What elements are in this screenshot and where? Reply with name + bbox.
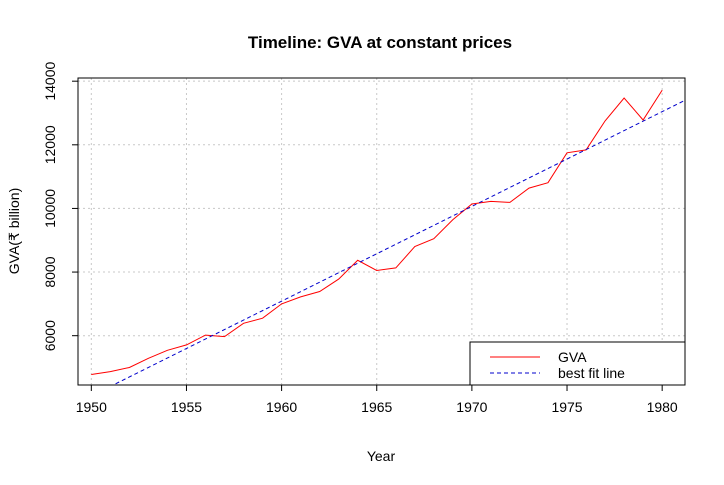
- gva-series-line: [91, 89, 663, 375]
- y-tick-label-8000: 8000: [42, 256, 58, 287]
- y-tick-label-6000: 6000: [42, 320, 58, 351]
- x-axis: 1950 1955 1960 1965 1970 1975 1980: [76, 384, 678, 415]
- legend-label-0: GVA: [558, 349, 587, 365]
- grid-lines: [78, 78, 685, 385]
- y-axis: 6000 8000 10000 12000 14000: [42, 62, 79, 351]
- x-tick-label-1980: 1980: [647, 399, 678, 415]
- y-tick-label-12000: 12000: [42, 125, 58, 164]
- legend-box: [469, 341, 686, 386]
- y-tick-label-14000: 14000: [42, 62, 58, 101]
- x-tick-label-1960: 1960: [266, 399, 297, 415]
- series-layer: [91, 89, 685, 385]
- x-tick-label-1975: 1975: [551, 399, 582, 415]
- x-tick-label-1970: 1970: [456, 399, 487, 415]
- best-fit-line: [112, 99, 685, 385]
- x-tick-label-1965: 1965: [361, 399, 392, 415]
- x-tick-label-1950: 1950: [76, 399, 107, 415]
- y-tick-label-10000: 10000: [42, 189, 58, 228]
- chart-title: Timeline: GVA at constant prices: [248, 33, 512, 52]
- x-tick-label-1955: 1955: [171, 399, 202, 415]
- legend-label-1: best fit line: [558, 365, 625, 381]
- y-axis-label: GVA(₹ billion): [6, 188, 22, 274]
- x-axis-label: Year: [367, 448, 396, 464]
- plot-area-frame: [77, 77, 686, 386]
